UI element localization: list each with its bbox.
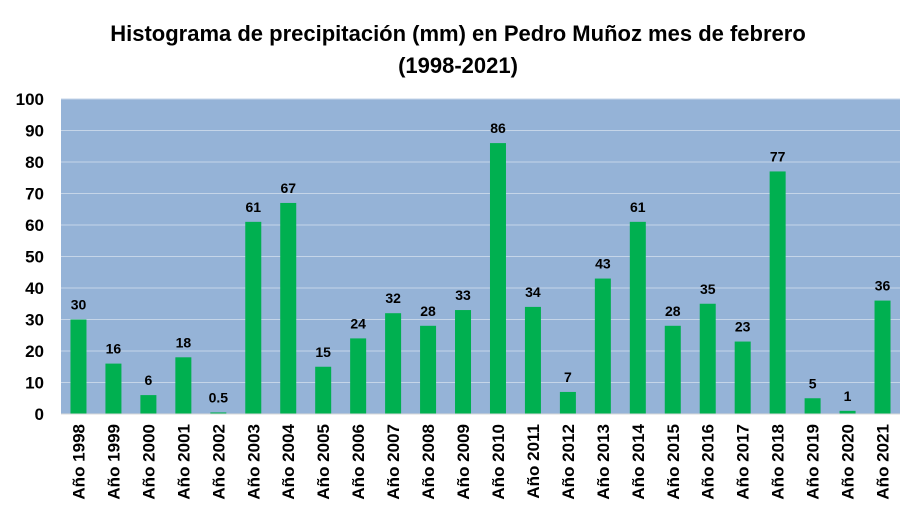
data-label: 28 xyxy=(420,303,436,319)
x-tick-label: Año 2011 xyxy=(524,424,543,499)
x-tick-label: Año 2019 xyxy=(804,424,823,500)
data-label: 15 xyxy=(315,344,331,360)
x-tick-label: Año 2007 xyxy=(384,424,403,500)
y-tick-label: 90 xyxy=(25,122,44,141)
data-label: 30 xyxy=(71,297,87,313)
x-tick-label: Año 2018 xyxy=(769,424,788,500)
data-labels: 30166180.5616715243228338634743612835237… xyxy=(71,120,891,405)
y-tick-label: 20 xyxy=(25,342,44,361)
x-tick-label: Año 2004 xyxy=(279,423,298,499)
y-tick-label: 100 xyxy=(16,90,44,109)
y-tick-label: 10 xyxy=(25,374,44,393)
bar xyxy=(280,202,297,414)
y-tick-label: 30 xyxy=(25,311,44,330)
bar xyxy=(210,412,227,414)
bar xyxy=(420,325,437,414)
x-tick-label: Año 2021 xyxy=(874,424,893,500)
chart-title-line2: (1998-2021) xyxy=(398,53,518,78)
bar xyxy=(524,306,541,414)
data-label: 61 xyxy=(245,199,261,215)
bar xyxy=(315,366,332,414)
bars xyxy=(70,143,891,414)
bar xyxy=(664,325,681,414)
x-tick-label: Año 1998 xyxy=(69,424,88,500)
data-label: 77 xyxy=(770,148,786,164)
bar xyxy=(559,391,576,414)
data-label: 32 xyxy=(385,290,401,306)
data-label: 18 xyxy=(176,334,192,350)
bar xyxy=(804,398,821,414)
x-tick-label: Año 2000 xyxy=(139,424,158,500)
bar xyxy=(385,313,402,414)
bar xyxy=(105,363,122,414)
x-tick-label: Año 2005 xyxy=(314,424,333,500)
y-tick-label: 0 xyxy=(35,405,44,424)
x-tick-label: Año 1999 xyxy=(104,424,123,500)
chart-title-line1: Histograma de precipitación (mm) en Pedr… xyxy=(110,21,806,46)
y-tick-label: 70 xyxy=(25,185,44,204)
bar xyxy=(245,221,262,414)
x-tick-label: Año 2014 xyxy=(629,423,648,499)
bar xyxy=(175,357,192,414)
data-label: 36 xyxy=(875,278,891,294)
x-tick-label: Año 2013 xyxy=(594,424,613,500)
data-label: 7 xyxy=(564,369,572,385)
x-tick-label: Año 2012 xyxy=(559,424,578,500)
data-label: 67 xyxy=(280,180,296,196)
data-label: 24 xyxy=(350,315,366,331)
data-label: 34 xyxy=(525,284,541,300)
y-tick-label: 40 xyxy=(25,279,44,298)
y-tick-label: 50 xyxy=(25,248,44,267)
x-tick-label: Año 2008 xyxy=(419,424,438,500)
x-tick-label: Año 2006 xyxy=(349,424,368,500)
bar xyxy=(140,395,157,414)
data-label: 43 xyxy=(595,256,611,272)
x-tick-label: Año 2015 xyxy=(664,424,683,500)
bar xyxy=(594,278,611,414)
y-tick-label: 60 xyxy=(25,216,44,235)
gridlines xyxy=(61,98,900,383)
data-label: 6 xyxy=(144,372,152,388)
data-label: 16 xyxy=(106,341,122,357)
data-label: 33 xyxy=(455,287,471,303)
data-label: 23 xyxy=(735,319,751,335)
x-tick-label: Año 2003 xyxy=(244,424,263,500)
bar xyxy=(350,338,367,414)
bar xyxy=(734,341,751,414)
data-label: 86 xyxy=(490,120,506,136)
bar xyxy=(489,143,506,414)
data-label: 61 xyxy=(630,199,646,215)
x-tick-label: Año 2020 xyxy=(839,424,858,500)
bar xyxy=(455,310,472,414)
bar xyxy=(839,410,856,414)
x-tick-label: Año 2001 xyxy=(174,424,193,500)
x-tick-label: Año 2009 xyxy=(454,424,473,500)
data-label: 0.5 xyxy=(209,389,229,405)
x-tick-label: Año 2010 xyxy=(489,424,508,500)
data-label: 5 xyxy=(809,375,817,391)
x-tick-label: Año 2016 xyxy=(699,424,718,500)
data-label: 28 xyxy=(665,303,681,319)
bar xyxy=(70,319,87,414)
y-tick-label: 80 xyxy=(25,153,44,172)
bar xyxy=(629,221,646,414)
bar xyxy=(874,300,891,414)
x-tick-label: Año 2017 xyxy=(734,424,753,500)
data-label: 35 xyxy=(700,281,716,297)
x-tick-label: Año 2002 xyxy=(209,424,228,500)
axes: 0 10 20 30 40 50 60 70 80 90 100 Año 1998 Año 1999 Añ… xyxy=(16,90,900,500)
bar xyxy=(769,171,786,414)
chart-title: Histograma de precipitación (mm) en Pedr… xyxy=(0,18,916,82)
bar xyxy=(699,303,716,414)
data-label: 1 xyxy=(844,388,852,404)
